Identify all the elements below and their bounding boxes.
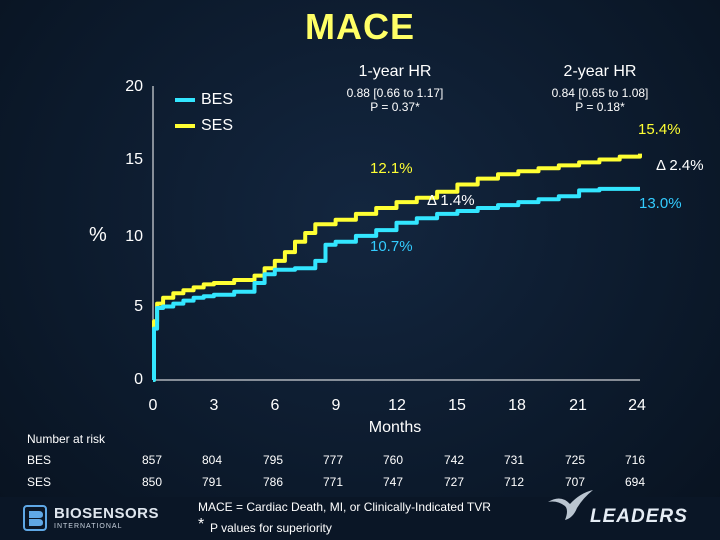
risk-row-label-bes: BES bbox=[27, 453, 52, 467]
hr-1yr-p: P = 0.37* bbox=[370, 100, 420, 114]
leaders-logo: LEADERS bbox=[590, 506, 688, 527]
bes-2yr-annotation: 13.0% bbox=[639, 195, 682, 212]
legend-bes-swatch bbox=[175, 98, 195, 102]
risk-cell: 716 bbox=[624, 453, 646, 467]
y-tick-label: 20 bbox=[125, 78, 143, 95]
x-tick-label: 9 bbox=[331, 397, 341, 414]
risk-cell: 777 bbox=[322, 453, 344, 467]
hr-1yr-ci: 0.88 [0.66 to 1.17] bbox=[346, 86, 444, 100]
y-tick-label: 15 bbox=[125, 151, 143, 168]
legend-ses-label: SES bbox=[201, 117, 234, 134]
risk-cell: 731 bbox=[503, 453, 525, 467]
x-tick-label: 0 bbox=[148, 397, 158, 414]
biosensors-logo-text: BIOSENSORS bbox=[54, 505, 160, 522]
risk-row-label-ses: SES bbox=[27, 475, 52, 489]
y-tick-label: 10 bbox=[125, 228, 143, 245]
x-tick-label: 24 bbox=[628, 397, 646, 414]
ses-2yr-annotation: 15.4% bbox=[638, 121, 681, 138]
risk-cell: 742 bbox=[443, 453, 465, 467]
risk-cell: 725 bbox=[564, 453, 586, 467]
x-tick-label: 21 bbox=[569, 397, 587, 414]
hr-2yr-ci: 0.84 [0.65 to 1.08] bbox=[551, 86, 649, 100]
biosensors-logo-subtext: INTERNATIONAL bbox=[54, 523, 123, 530]
risk-cell: 791 bbox=[201, 475, 223, 489]
bes-1yr-annotation: 10.7% bbox=[370, 238, 413, 255]
risk-cell: 857 bbox=[141, 453, 163, 467]
biosensors-logo-icon bbox=[23, 505, 47, 531]
risk-cell: 712 bbox=[503, 475, 525, 489]
x-tick-label: 6 bbox=[270, 397, 280, 414]
hr-1yr-heading: 1-year HR bbox=[358, 63, 432, 80]
footnote-text: P values for superiority bbox=[210, 521, 332, 535]
risk-cell: 727 bbox=[443, 475, 465, 489]
x-axis-label: Months bbox=[368, 419, 422, 436]
hr-2yr-p: P = 0.18* bbox=[575, 100, 625, 114]
risk-cell: 747 bbox=[382, 475, 404, 489]
bes-curve bbox=[152, 186, 640, 382]
risk-cell: 804 bbox=[201, 453, 223, 467]
y-tick-label: 5 bbox=[134, 298, 143, 315]
x-tick-label: 12 bbox=[388, 397, 406, 414]
delta-1yr-annotation: Δ 1.4% bbox=[427, 192, 475, 209]
x-tick-label: 15 bbox=[448, 397, 466, 414]
x-tick-label: 18 bbox=[508, 397, 526, 414]
x-tick-label: 3 bbox=[209, 397, 219, 414]
hr-2yr-heading: 2-year HR bbox=[563, 63, 637, 80]
biosensors-logo bbox=[22, 504, 48, 537]
footnote-definition: MACE = Cardiac Death, MI, or Clinically-… bbox=[198, 500, 491, 514]
ses-1yr-annotation: 12.1% bbox=[370, 160, 413, 177]
risk-cell: 771 bbox=[322, 475, 344, 489]
footer-band bbox=[0, 497, 720, 540]
risk-cell: 786 bbox=[262, 475, 284, 489]
risk-cell: 707 bbox=[564, 475, 586, 489]
legend-ses-swatch bbox=[175, 124, 195, 128]
footnote-asterisk: * bbox=[198, 516, 205, 533]
risk-cell: 760 bbox=[382, 453, 404, 467]
y-axis-label: % bbox=[89, 224, 107, 246]
legend-bes-label: BES bbox=[201, 91, 234, 108]
risk-table-title: Number at risk bbox=[27, 432, 106, 446]
risk-cell: 795 bbox=[262, 453, 284, 467]
risk-cell: 694 bbox=[624, 475, 646, 489]
ses-curve bbox=[152, 153, 642, 382]
chart-title: MACE bbox=[305, 6, 415, 47]
y-tick-label: 0 bbox=[134, 371, 143, 388]
risk-cell: 850 bbox=[141, 475, 163, 489]
bird-icon bbox=[545, 488, 595, 527]
delta-2yr-annotation: Δ 2.4% bbox=[656, 157, 704, 174]
